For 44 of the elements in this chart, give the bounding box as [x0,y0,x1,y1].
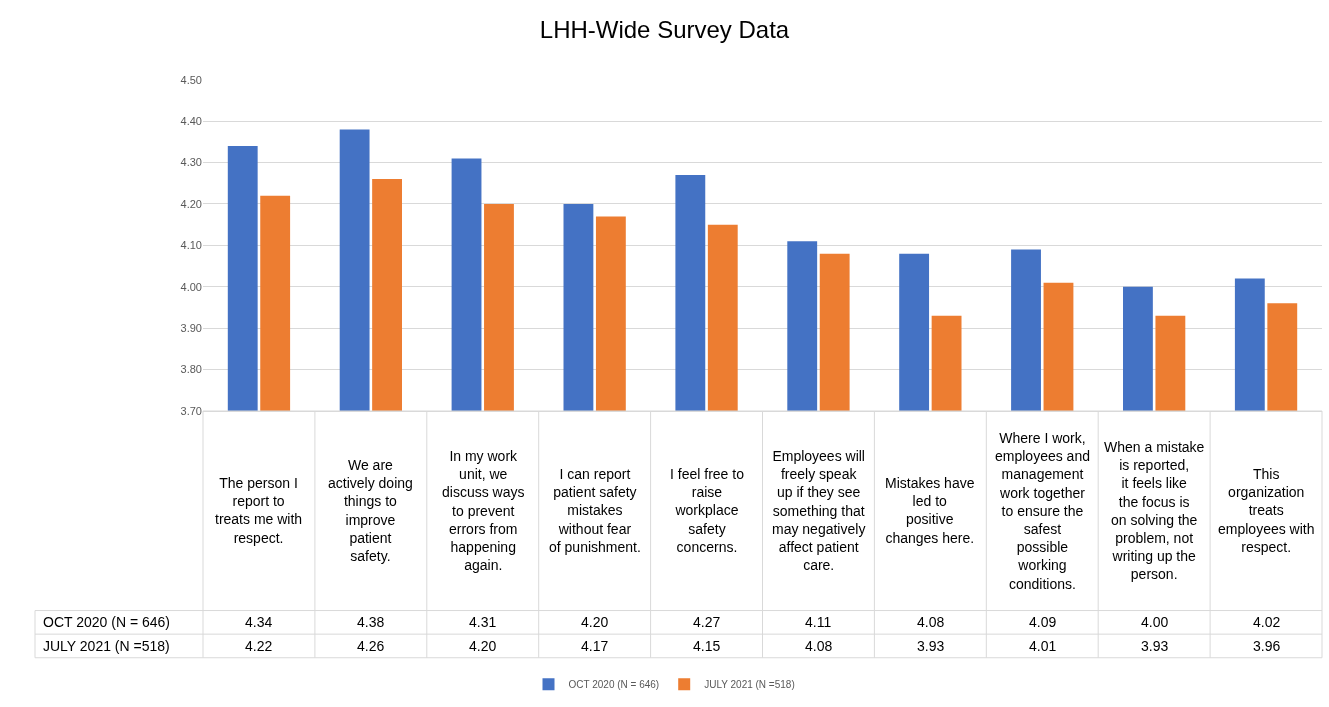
data-label: 3.93 [1141,638,1169,654]
legend-label: OCT 2020 (N = 646) [568,679,660,691]
x-tick-label: I feel free to raise workplace safety concerns. [670,466,745,555]
x-tick-label: This organization treats employees with respect. [1218,466,1315,555]
x-tick-label: We are actively doing things to improve patient safety. [328,457,413,564]
data-label: 4.09 [1029,614,1057,630]
data-label: 4.08 [917,614,945,630]
y-tick-label: 4.00 [180,280,202,293]
data-label: 4.27 [693,614,721,630]
text: OCT 2020 (N = 646) [43,614,170,630]
data-label: 3.93 [917,638,945,654]
y-tick-label: 4.20 [180,197,202,210]
y-tick-label: 4.50 [180,73,202,86]
data-label: 4.38 [357,614,385,630]
data-label: 4.01 [1029,638,1057,654]
chart-title: LHH-Wide Survey Data [539,16,790,44]
data-label: 4.34 [245,614,273,630]
data-label: 4.15 [693,638,721,654]
data-label: 4.26 [357,638,385,654]
data-label: 4.02 [1253,614,1281,630]
data-label: 4.20 [469,638,497,654]
data-label: 4.20 [581,614,609,630]
x-tick-label: Mistakes have led to positive changes here. [885,475,975,546]
y-tick-label: 4.30 [180,156,202,169]
y-tick-label: 3.70 [180,404,202,417]
y-tick-label: 4.10 [180,239,202,252]
data-label: 4.11 [805,614,832,630]
x-tick-label: Employees will freely speak up if they see something that may negatively affect patient care. [772,448,866,574]
x-tick-label: I can report patient safety mistakes without fear of punishment. [549,466,641,555]
text: JULY 2021 (N =518) [43,638,170,654]
data-label: 4.22 [245,638,273,654]
x-tick-label: The person I report to treats me with respect. [215,475,303,546]
y-tick-label: 3.80 [180,363,202,376]
y-tick-label: 4.40 [180,114,202,127]
x-tick-label: In my work unit, we discuss ways to prevent errors from happening again. [442,448,525,574]
data-label: 4.00 [1141,614,1169,630]
data-label: 4.31 [469,614,497,630]
data-label: 3.96 [1253,638,1281,654]
x-tick-label: When a mistake is reported, it feels like the focus is on solving the problem, not writing up the person. [1104,439,1205,583]
category-label: Where I work, employees and management work together to ensure the safest possible working conditions. [995,430,1090,592]
legend-label: JULY 2021 (N =518) [704,679,795,691]
data-label: 4.17 [581,638,609,654]
y-tick-label: 3.90 [180,322,202,335]
data-label: 4.08 [805,638,833,654]
